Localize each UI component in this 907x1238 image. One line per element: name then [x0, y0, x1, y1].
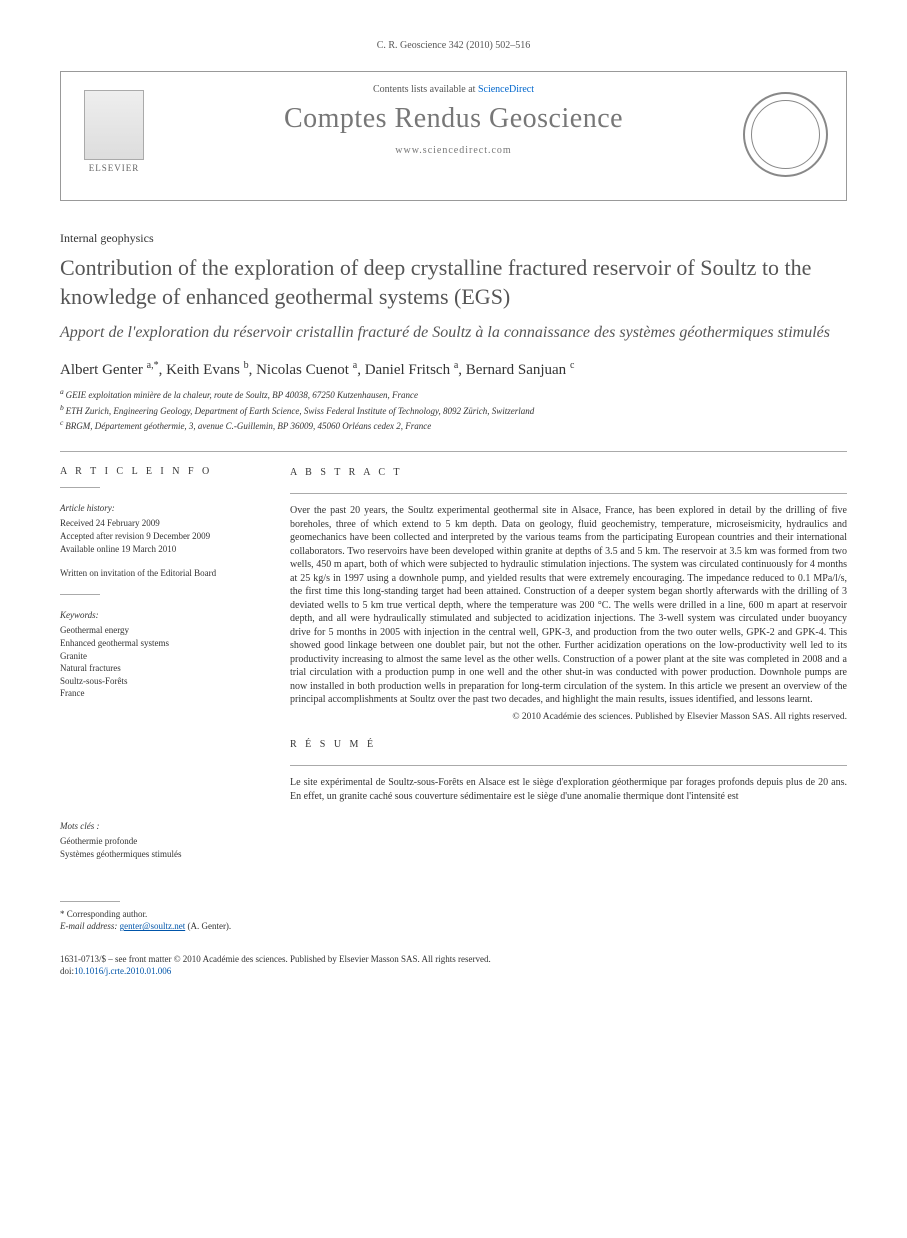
footer-divider — [60, 901, 120, 902]
affiliation-key: b — [60, 403, 66, 412]
abstract-copyright: © 2010 Académie des sciences. Published … — [290, 711, 847, 724]
resume-heading: R É S U M É — [290, 738, 847, 752]
author-affil-marker: a — [353, 360, 357, 371]
running-header: C. R. Geoscience 342 (2010) 502–516 — [60, 40, 847, 51]
affiliation-line: c BRGM, Département géothermie, 3, avenu… — [60, 418, 847, 433]
keyword: Soultz-sous-Forêts — [60, 675, 260, 688]
received-date: Received 24 February 2009 — [60, 517, 260, 530]
corresponding-email[interactable]: genter@soultz.net — [120, 921, 186, 931]
journal-url[interactable]: www.sciencedirect.com — [81, 145, 826, 156]
keyword: Enhanced geothermal systems — [60, 637, 260, 650]
sciencedirect-link[interactable]: ScienceDirect — [478, 84, 534, 95]
keywords-list: Geothermal energyEnhanced geothermal sys… — [60, 624, 260, 700]
abstract-text: Over the past 20 years, the Soultz exper… — [290, 504, 847, 707]
corresponding-name: (A. Genter). — [187, 921, 231, 931]
keyword: Natural fractures — [60, 662, 260, 675]
invitation-note: Written on invitation of the Editorial B… — [60, 567, 260, 580]
short-divider — [60, 594, 100, 595]
elsevier-tree-icon — [84, 90, 144, 160]
keyword: Granite — [60, 650, 260, 663]
contents-prefix: Contents lists available at — [373, 84, 478, 95]
corresponding-author-footer: * Corresponding author. E-mail address: … — [60, 908, 847, 933]
author: Keith Evans b — [166, 362, 248, 378]
contents-line: Contents lists available at ScienceDirec… — [81, 84, 826, 95]
elsevier-name: ELSEVIER — [89, 163, 140, 173]
author-affil-marker: a — [454, 360, 458, 371]
author: Bernard Sanjuan c — [466, 362, 575, 378]
online-date: Available online 19 March 2010 — [60, 543, 260, 556]
author: Daniel Fritsch a — [365, 362, 459, 378]
abstract-column: A B S T R A C T Over the past 20 years, … — [290, 466, 847, 861]
academy-seal-icon — [743, 92, 828, 177]
section-tag: Internal geophysics — [60, 231, 847, 246]
keywords-heading: Keywords: — [60, 609, 260, 622]
authors-line: Albert Genter a,*, Keith Evans b, Nicola… — [60, 360, 847, 379]
author-affil-marker: c — [570, 360, 574, 371]
short-divider — [60, 487, 100, 488]
mots-cles-list: Géothermie profondeSystèmes géothermique… — [60, 835, 260, 860]
mot-cle: Géothermie profonde — [60, 835, 260, 848]
elsevier-logo: ELSEVIER — [79, 90, 149, 180]
journal-banner: ELSEVIER Contents lists available at Sci… — [60, 71, 847, 201]
issn-line: 1631-0713/$ – see front matter © 2010 Ac… — [60, 953, 847, 966]
email-label: E-mail address: — [60, 921, 117, 931]
doi-prefix: doi: — [60, 966, 74, 976]
mot-cle: Systèmes géothermiques stimulés — [60, 848, 260, 861]
article-info-heading: A R T I C L E I N F O — [60, 466, 260, 477]
corresponding-label: * Corresponding author. — [60, 908, 847, 921]
history-heading: Article history: — [60, 502, 260, 515]
article-info-column: A R T I C L E I N F O Article history: R… — [60, 466, 260, 861]
doi-link[interactable]: 10.1016/j.crte.2010.01.006 — [74, 966, 171, 976]
keyword: France — [60, 687, 260, 700]
affiliation-line: a GEIE exploitation minière de la chaleu… — [60, 387, 847, 402]
author-affil-marker: b — [244, 360, 249, 371]
corresponding-star-icon: * — [154, 360, 159, 371]
author-affil-marker: a, — [147, 360, 154, 371]
bottom-matter: 1631-0713/$ – see front matter © 2010 Ac… — [60, 953, 847, 978]
keyword: Geothermal energy — [60, 624, 260, 637]
divider — [60, 451, 847, 452]
author: Albert Genter a,* — [60, 362, 159, 378]
affiliation-key: a — [60, 387, 66, 396]
resume-text: Le site expérimental de Soultz-sous-Forê… — [290, 776, 847, 803]
accepted-date: Accepted after revision 9 December 2009 — [60, 530, 260, 543]
affiliation-key: c — [60, 418, 65, 427]
article-subtitle: Apport de l'exploration du réservoir cri… — [60, 323, 847, 344]
abstract-heading: A B S T R A C T — [290, 466, 847, 480]
article-title: Contribution of the exploration of deep … — [60, 254, 847, 311]
affiliation-line: b ETH Zurich, Engineering Geology, Depar… — [60, 403, 847, 418]
affiliations: a GEIE exploitation minière de la chaleu… — [60, 387, 847, 433]
divider — [290, 493, 847, 494]
divider — [290, 765, 847, 766]
journal-title: Comptes Rendus Geoscience — [81, 103, 826, 135]
author: Nicolas Cuenot a — [256, 362, 357, 378]
mots-cles-heading: Mots clés : — [60, 820, 260, 833]
